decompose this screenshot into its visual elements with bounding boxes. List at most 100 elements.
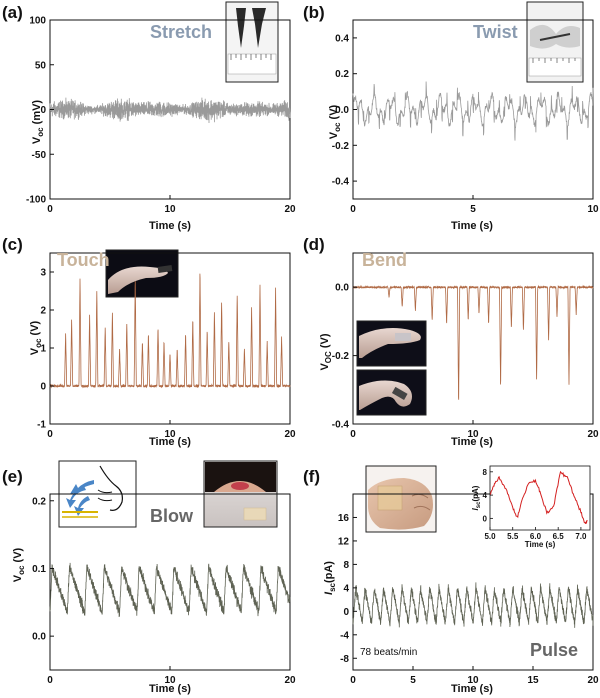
y-tick-label: -8 bbox=[340, 654, 349, 665]
annotation-label: Touch bbox=[57, 250, 110, 270]
x-tick-label: 15 bbox=[527, 675, 539, 686]
signal-trace bbox=[49, 97, 291, 124]
inset-x-tick-label: 5.5 bbox=[507, 532, 519, 541]
inset-y-tick-label: 0 bbox=[483, 514, 488, 523]
y-axis-label: VOC (V) bbox=[319, 333, 333, 370]
inset-y-tick-label: 8 bbox=[483, 468, 488, 477]
x-tick-label: 10 bbox=[467, 429, 479, 440]
panel-label: (e) bbox=[2, 467, 23, 486]
y-tick-label: 50 bbox=[35, 60, 47, 71]
y-tick-label: 0.4 bbox=[335, 33, 349, 44]
y-tick-label: -0.2 bbox=[332, 351, 350, 362]
plot-e: 0 10 20 0.0 0.1 0.2 Blow bbox=[32, 493, 296, 686]
inset-x-tick-label: 6.0 bbox=[530, 532, 542, 541]
y-axis-label: Voc (mV) bbox=[31, 100, 45, 145]
inset-stretch-photo bbox=[225, 1, 279, 83]
y-tick-label: 0.2 bbox=[335, 69, 349, 80]
inset-x-tick-label: 7.0 bbox=[575, 532, 587, 541]
inset-twist-photo bbox=[526, 1, 584, 83]
x-tick-label: 10 bbox=[164, 675, 176, 686]
panel-c: (c) Voc (V) Time (s) bbox=[2, 235, 191, 448]
x-tick-label: 0 bbox=[350, 675, 356, 686]
signal-trace bbox=[49, 273, 291, 389]
y-tick-label: 0.1 bbox=[32, 564, 46, 575]
x-axis-label: Time (s) bbox=[451, 220, 493, 232]
inset-wrist-photo bbox=[365, 465, 437, 533]
y-tick-label: -0.2 bbox=[332, 141, 350, 152]
y-tick-label: -0.4 bbox=[332, 177, 350, 188]
y-tick-label: 0.0 bbox=[335, 105, 349, 116]
ylabel-sub: oc bbox=[36, 127, 45, 137]
inset-x-axis-label: Time (s) bbox=[525, 540, 556, 549]
y-tick-label: 16 bbox=[338, 513, 350, 524]
x-tick-label: 20 bbox=[284, 675, 296, 686]
y-tick-label: -4 bbox=[340, 630, 349, 641]
signal-trace bbox=[352, 582, 594, 628]
y-tick-label: 8 bbox=[343, 560, 349, 571]
y-tick-label: 12 bbox=[338, 536, 350, 547]
x-tick-label: 20 bbox=[284, 204, 296, 215]
x-axis-label: Time (s) bbox=[451, 436, 493, 448]
panel-label: (c) bbox=[2, 235, 23, 254]
x-axis-label: Time (s) bbox=[149, 436, 191, 448]
panel-label: (f) bbox=[303, 467, 320, 486]
y-tick-label: 2 bbox=[40, 306, 46, 317]
plot-a: 0 10 20 -100 -50 0 50 100 Stretch bbox=[26, 16, 296, 216]
x-tick-label: 0 bbox=[350, 204, 356, 215]
panel-label: (d) bbox=[303, 235, 325, 254]
y-tick-label: -0.4 bbox=[332, 420, 350, 431]
panel-d: (d) VOC (V) Time (s) bbox=[303, 235, 493, 448]
plot-d: 0 10 20 -0.4 -0.2 0.0 Bend bbox=[332, 250, 599, 440]
y-tick-label: -1 bbox=[37, 420, 46, 431]
x-tick-label: 0 bbox=[350, 429, 356, 440]
y-tick-label: 0.0 bbox=[32, 632, 46, 643]
y-tick-label: 4 bbox=[343, 583, 349, 594]
x-tick-label: 5 bbox=[470, 204, 476, 215]
inset-touch-photo bbox=[105, 249, 179, 298]
x-tick-label: 10 bbox=[587, 204, 599, 215]
inset-y-axis-label: Isc(pA) bbox=[471, 485, 482, 510]
y-tick-label: 3 bbox=[40, 268, 46, 279]
inset-frame bbox=[489, 465, 591, 531]
inset-trace bbox=[490, 470, 588, 525]
inset-bend-photo-2 bbox=[356, 369, 427, 416]
signal-trace bbox=[352, 284, 594, 400]
y-tick-label: 1 bbox=[40, 344, 46, 355]
x-axis-label: Time (s) bbox=[149, 220, 191, 232]
inset-x-tick-label: 6.5 bbox=[553, 532, 565, 541]
annotation-label: Blow bbox=[150, 506, 194, 526]
heart-rate-note: 78 beats/min bbox=[360, 647, 417, 658]
y-tick-label: -50 bbox=[32, 150, 47, 161]
y-axis-label: Voc (V) bbox=[12, 547, 26, 582]
y-tick-label: 0 bbox=[40, 105, 46, 116]
annotation-label: Twist bbox=[473, 22, 518, 42]
panel-f: (f) Isc(pA) Time (s) 78 beats/min bbox=[303, 465, 493, 695]
panel-label: (a) bbox=[2, 3, 23, 22]
ylabel-unit: (mV) bbox=[31, 100, 43, 128]
y-tick-label: 0.2 bbox=[32, 496, 46, 507]
x-tick-label: 5 bbox=[410, 675, 416, 686]
y-tick-label: 100 bbox=[29, 16, 46, 27]
annotation-label: Bend bbox=[362, 250, 407, 270]
y-tick-label: -100 bbox=[26, 195, 46, 206]
y-tick-label: 0.0 bbox=[335, 283, 349, 294]
inset-bend-photo-1 bbox=[356, 320, 427, 367]
x-tick-label: 20 bbox=[284, 429, 296, 440]
signal-trace bbox=[49, 562, 291, 618]
x-tick-label: 0 bbox=[47, 429, 53, 440]
y-axis-label: Isc(pA) bbox=[323, 561, 337, 595]
svg-text:Voc (mV): Voc (mV) bbox=[31, 100, 45, 145]
panel-a: (a) Voc (mV) Time (s) bbox=[2, 1, 279, 232]
x-tick-label: 0 bbox=[47, 204, 53, 215]
annotation-label: Stretch bbox=[150, 22, 212, 42]
annotation-label: Pulse bbox=[530, 640, 578, 660]
x-tick-label: 10 bbox=[164, 204, 176, 215]
x-axis-label: Time (s) bbox=[149, 683, 191, 695]
plot-f: 0 5 10 15 20 -8 -4 0 4 8 12 16 Pulse bbox=[338, 493, 599, 686]
x-tick-label: 10 bbox=[164, 429, 176, 440]
signal-trace bbox=[352, 81, 594, 141]
panel-label: (b) bbox=[303, 3, 325, 22]
